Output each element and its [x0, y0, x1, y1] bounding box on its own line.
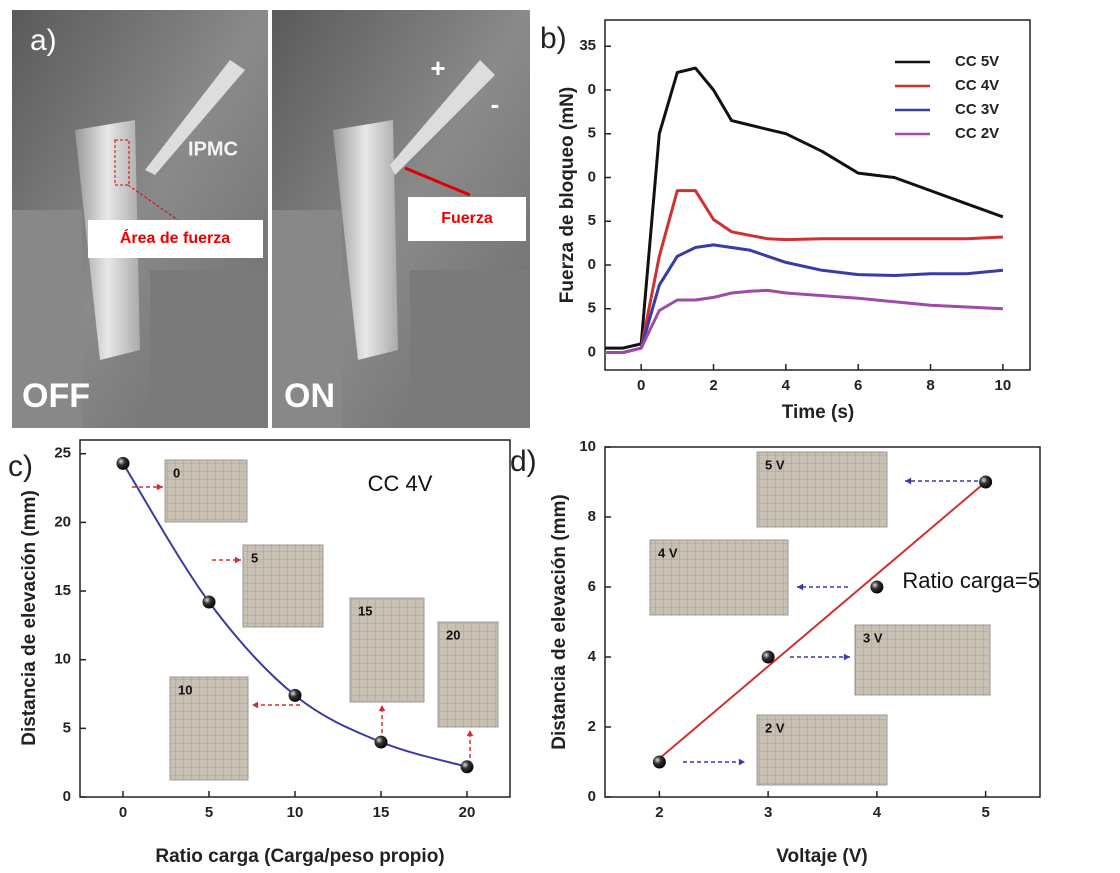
- inset-label: 5: [251, 550, 258, 565]
- legend-label: CC 3V: [955, 101, 999, 118]
- arrow-head: [252, 702, 258, 709]
- y-tick-label: 8: [588, 508, 596, 525]
- y-tick-label: 0: [588, 343, 596, 360]
- y-tick-label: 5: [63, 719, 71, 736]
- y-tick-label: 0: [588, 168, 596, 185]
- x-tick-label: 5: [205, 804, 213, 821]
- inset-label: 20: [446, 627, 460, 642]
- arrow-head: [157, 484, 163, 491]
- inset-label: 3 V: [863, 630, 883, 645]
- x-tick-label: 0: [119, 804, 127, 821]
- data-point: [762, 651, 775, 664]
- x-tick-label: 15: [373, 804, 390, 821]
- y-tick-label: 5: [588, 300, 596, 317]
- data-point: [653, 756, 666, 769]
- y-axis-title: Distancia de elevación (mm): [549, 494, 570, 750]
- y-tick-label: 0: [63, 788, 71, 805]
- y-tick-label: 25: [54, 445, 71, 462]
- y-tick-label: 10: [54, 651, 71, 668]
- y-tick-label: 10: [579, 438, 596, 455]
- inset-label: 2 V: [765, 720, 785, 735]
- inset-label: 0: [173, 465, 180, 480]
- y-tick-label: 6: [588, 578, 596, 595]
- photo-panel: a) IPMC Área de fuerza Fuerza + - OFF ON: [12, 10, 530, 428]
- y-tick-label: 0: [588, 256, 596, 273]
- y-tick-label: 5: [588, 125, 596, 142]
- minus-sign: -: [491, 89, 500, 119]
- x-tick-label: 4: [782, 377, 791, 394]
- y-tick-label: 20: [54, 513, 71, 530]
- data-point: [289, 689, 302, 702]
- chart-panel: 5 V 4 V 3 V 2 V 2 3 4 5 0 2 4 6 8 10 d) Voltaje (V) Dist…: [510, 438, 1040, 867]
- x-tick-label: 0: [637, 377, 645, 394]
- plus-sign: +: [430, 53, 445, 83]
- x-tick-label: 2: [709, 377, 717, 394]
- inset-label: 15: [358, 603, 372, 618]
- series-line: [605, 191, 1003, 353]
- x-tick-label: 20: [459, 804, 476, 821]
- legend-label: CC 5V: [955, 53, 999, 70]
- x-tick-label: 4: [873, 804, 882, 821]
- y-tick-label: 4: [588, 648, 597, 665]
- data-point: [870, 581, 883, 594]
- force-area-label: Área de fuerza: [120, 228, 230, 247]
- panel-label: d): [510, 445, 537, 478]
- x-axis-title: Voltaje (V): [776, 846, 868, 867]
- arrow-head: [739, 759, 745, 766]
- data-point: [979, 476, 992, 489]
- y-tick-label: 0: [588, 81, 596, 98]
- figure: a) IPMC Área de fuerza Fuerza + - OFF ON…: [0, 0, 1120, 873]
- arrow-head: [379, 705, 386, 711]
- arrow-head: [235, 557, 241, 564]
- y-tick-label: 35: [579, 37, 596, 54]
- panel-label: b): [540, 22, 567, 55]
- legend-label: CC 4V: [955, 77, 999, 94]
- y-tick-label: 2: [588, 718, 596, 735]
- arrow-head: [797, 584, 803, 591]
- data-point: [203, 596, 216, 609]
- series-line: [605, 245, 1003, 353]
- arrow-head: [467, 730, 474, 736]
- data-point: [117, 457, 130, 470]
- y-tick-label: 0: [588, 788, 596, 805]
- x-axis-title: Time (s): [782, 402, 855, 423]
- on-label: ON: [284, 377, 335, 415]
- y-axis-title: Distancia de elevación (mm): [19, 490, 40, 746]
- x-tick-label: 5: [981, 804, 989, 821]
- y-tick-label: 15: [54, 582, 71, 599]
- legend-label: CC 2V: [955, 125, 999, 142]
- x-tick-label: 10: [287, 804, 304, 821]
- y-axis-title: Fuerza de bloqueo (mN): [557, 87, 578, 303]
- panel-label: a): [30, 24, 57, 57]
- annotation: Ratio carga=5: [902, 568, 1040, 593]
- x-axis-title: Ratio carga (Carga/peso propio): [155, 846, 444, 867]
- off-label: OFF: [22, 377, 90, 415]
- y-tick-label: 5: [588, 212, 596, 229]
- inset-label: 4 V: [658, 545, 678, 560]
- chart-panel: 0 2 4 6 8 10 0 5 0 5 0 5 0 35 b) Time (s) Fuerza de bloq…: [540, 20, 1030, 423]
- arrow-head: [844, 654, 850, 661]
- series-line: [605, 290, 1003, 352]
- data-point: [461, 760, 474, 773]
- x-tick-label: 6: [854, 377, 862, 394]
- data-point: [375, 736, 388, 749]
- ipmc-label: IPMC: [188, 138, 238, 160]
- chart-panel: 0 5 10 15 20 0 5 10 15 20 0 5 10 15 20 25 c) Ratio carga …: [8, 440, 510, 867]
- annotation: CC 4V: [368, 471, 433, 496]
- force-label: Fuerza: [441, 210, 493, 227]
- x-tick-label: 8: [926, 377, 934, 394]
- inset-label: 5 V: [765, 457, 785, 472]
- x-tick-label: 2: [655, 804, 663, 821]
- arrow-head: [905, 478, 911, 485]
- x-tick-label: 3: [764, 804, 772, 821]
- x-tick-label: 10: [995, 377, 1012, 394]
- inset-label: 10: [178, 682, 192, 697]
- panel-label: c): [8, 450, 33, 483]
- plot-frame: [605, 20, 1030, 370]
